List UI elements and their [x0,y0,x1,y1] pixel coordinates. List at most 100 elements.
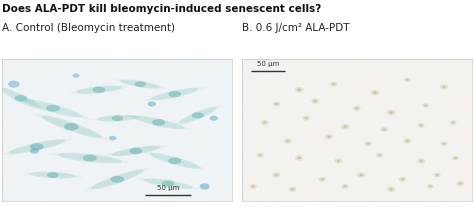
Circle shape [365,142,372,146]
Circle shape [344,126,347,128]
Circle shape [344,185,347,187]
Circle shape [381,127,388,132]
Circle shape [109,136,117,140]
Ellipse shape [168,91,181,97]
Ellipse shape [58,153,121,163]
Circle shape [419,160,423,162]
Ellipse shape [191,112,204,119]
Circle shape [284,139,292,143]
Circle shape [341,124,349,129]
Ellipse shape [144,178,192,189]
Circle shape [273,102,280,106]
Circle shape [440,85,448,89]
Circle shape [399,177,406,182]
Circle shape [289,187,296,191]
Circle shape [383,129,386,131]
Ellipse shape [48,153,131,163]
Ellipse shape [91,169,143,189]
Ellipse shape [162,180,174,187]
Circle shape [389,111,393,114]
Ellipse shape [152,119,165,126]
Ellipse shape [70,86,128,94]
Circle shape [376,153,383,157]
Ellipse shape [133,116,185,129]
Circle shape [450,120,456,125]
Circle shape [261,120,268,125]
Circle shape [452,122,455,123]
Ellipse shape [114,79,166,89]
Circle shape [320,178,324,180]
Ellipse shape [9,139,65,154]
Circle shape [30,148,39,154]
Circle shape [357,173,365,177]
Ellipse shape [14,95,27,102]
Circle shape [259,154,262,156]
Ellipse shape [142,151,207,170]
Circle shape [418,123,425,127]
Circle shape [313,100,317,102]
Circle shape [374,92,377,94]
Circle shape [436,174,438,176]
Ellipse shape [173,105,222,126]
Circle shape [427,184,433,189]
Circle shape [332,83,335,85]
Circle shape [252,185,255,187]
Ellipse shape [125,115,192,130]
Ellipse shape [135,81,146,87]
Circle shape [305,117,308,119]
Ellipse shape [64,123,79,130]
Circle shape [295,87,303,92]
Ellipse shape [144,87,206,101]
Circle shape [454,157,457,159]
Ellipse shape [83,167,151,191]
Circle shape [297,89,301,91]
Circle shape [387,187,395,192]
Ellipse shape [120,80,160,89]
Ellipse shape [104,145,167,157]
Circle shape [387,110,395,115]
Circle shape [359,174,363,176]
Ellipse shape [151,88,199,100]
Ellipse shape [30,143,44,150]
Circle shape [403,139,411,143]
Circle shape [303,116,310,120]
Circle shape [458,183,462,185]
Text: B. 0.6 J/cm² ALA-PDT: B. 0.6 J/cm² ALA-PDT [242,23,349,33]
Text: Does ALA-PDT kill bleomycin-induced senescent cells?: Does ALA-PDT kill bleomycin-induced sene… [2,4,322,14]
Ellipse shape [0,85,46,111]
Text: A. Control (Bleomycin treatment): A. Control (Bleomycin treatment) [2,23,175,33]
Circle shape [429,186,432,187]
Circle shape [422,103,429,107]
Circle shape [263,121,266,124]
Circle shape [73,73,79,78]
Circle shape [295,155,303,161]
Ellipse shape [32,113,110,141]
Circle shape [337,160,340,162]
Circle shape [257,153,264,157]
Circle shape [210,116,218,121]
Circle shape [442,86,446,88]
Circle shape [200,183,210,190]
Circle shape [443,143,446,145]
Circle shape [298,157,301,159]
Circle shape [355,107,358,109]
Circle shape [291,188,294,190]
Circle shape [328,136,331,138]
Ellipse shape [0,138,73,155]
Circle shape [311,99,319,104]
Ellipse shape [168,158,182,164]
Ellipse shape [76,85,122,94]
Circle shape [434,173,440,177]
Ellipse shape [30,172,76,178]
Circle shape [286,140,289,142]
Circle shape [330,82,337,86]
Text: 50 μm: 50 μm [157,185,179,191]
Circle shape [456,181,464,186]
Ellipse shape [23,172,83,178]
Ellipse shape [97,115,138,122]
Circle shape [8,80,19,88]
Ellipse shape [136,178,200,189]
Circle shape [319,177,326,181]
Ellipse shape [150,153,200,169]
Circle shape [273,173,280,177]
